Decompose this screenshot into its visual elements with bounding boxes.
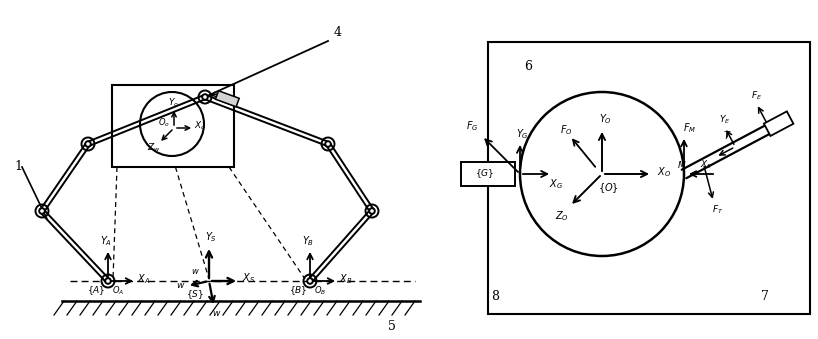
Text: $Y_o$: $Y_o$ bbox=[169, 97, 180, 109]
Bar bbox=[764, 112, 793, 136]
Text: $E$: $E$ bbox=[775, 119, 783, 129]
Circle shape bbox=[202, 94, 208, 100]
Bar bbox=[488, 42, 810, 314]
Text: 6: 6 bbox=[524, 60, 532, 74]
Text: $\{O\}$: $\{O\}$ bbox=[597, 181, 618, 195]
Text: $Z_O$: $Z_O$ bbox=[555, 209, 569, 223]
Text: $\{B\}$: $\{B\}$ bbox=[289, 285, 308, 297]
Text: $X_G$: $X_G$ bbox=[549, 177, 563, 191]
Text: $F_O$: $F_O$ bbox=[560, 123, 573, 137]
Text: $X_S$: $X_S$ bbox=[242, 271, 255, 285]
Circle shape bbox=[308, 278, 312, 284]
Text: $Z_w$: $Z_w$ bbox=[147, 142, 161, 154]
Text: $Y_S$: $Y_S$ bbox=[205, 230, 217, 244]
Text: 7: 7 bbox=[761, 291, 769, 303]
Text: $w$: $w$ bbox=[191, 266, 200, 276]
Text: 4: 4 bbox=[334, 26, 342, 40]
Text: $Y_G$: $Y_G$ bbox=[515, 127, 528, 141]
Text: $F_M$: $F_M$ bbox=[683, 121, 697, 135]
Text: $X_E$: $X_E$ bbox=[700, 159, 713, 171]
Text: 8: 8 bbox=[491, 291, 499, 303]
Text: $\{G\}$: $\{G\}$ bbox=[475, 167, 495, 180]
Text: $Y_O$: $Y_O$ bbox=[600, 112, 613, 126]
Text: $Y_E$: $Y_E$ bbox=[719, 114, 730, 126]
Text: $M$: $M$ bbox=[677, 159, 687, 170]
Circle shape bbox=[85, 141, 91, 147]
Circle shape bbox=[369, 208, 375, 214]
Text: 5: 5 bbox=[388, 320, 396, 334]
Text: $\{S\}$: $\{S\}$ bbox=[186, 288, 204, 301]
Text: $O_B$: $O_B$ bbox=[314, 285, 326, 297]
Text: $X_B$: $X_B$ bbox=[339, 272, 353, 286]
Circle shape bbox=[106, 278, 110, 284]
Text: $w$: $w$ bbox=[213, 308, 222, 318]
Text: 1: 1 bbox=[14, 160, 22, 174]
Text: $X_O$: $X_O$ bbox=[657, 165, 671, 179]
Text: $X_A$: $X_A$ bbox=[137, 272, 151, 286]
Text: $w$: $w$ bbox=[177, 280, 186, 290]
FancyBboxPatch shape bbox=[461, 162, 515, 186]
Text: $Y_A$: $Y_A$ bbox=[100, 234, 112, 248]
Text: $O_A$: $O_A$ bbox=[112, 285, 124, 297]
Circle shape bbox=[39, 208, 45, 214]
Text: $\{A\}$: $\{A\}$ bbox=[87, 285, 106, 297]
Text: $F_T$: $F_T$ bbox=[712, 203, 723, 216]
Text: $Y_B$: $Y_B$ bbox=[302, 234, 314, 248]
Text: $T$: $T$ bbox=[723, 129, 732, 141]
Bar bbox=[215, 91, 239, 107]
Text: $F_E$: $F_E$ bbox=[751, 90, 762, 102]
Text: $F_G$: $F_G$ bbox=[465, 119, 479, 133]
Circle shape bbox=[326, 141, 330, 147]
Text: $O_o$: $O_o$ bbox=[158, 117, 170, 129]
Bar bbox=[112, 85, 234, 167]
Text: $X_o$: $X_o$ bbox=[194, 120, 206, 132]
